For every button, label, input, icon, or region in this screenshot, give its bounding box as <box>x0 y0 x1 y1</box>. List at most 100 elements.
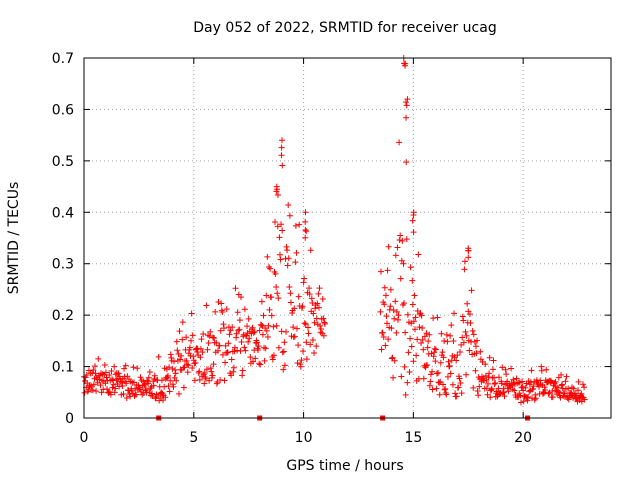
data-point <box>502 366 509 373</box>
data-point <box>424 362 431 369</box>
data-point <box>211 334 218 341</box>
data-point <box>513 375 520 382</box>
data-point <box>230 368 237 375</box>
data-point <box>396 139 403 146</box>
data-point <box>112 385 119 392</box>
data-point <box>552 378 559 385</box>
data-point <box>214 347 221 354</box>
data-point <box>449 381 456 388</box>
data-point <box>98 389 105 396</box>
y-tick-label: 0.2 <box>52 308 74 324</box>
data-point <box>456 375 463 382</box>
data-point <box>415 251 422 258</box>
data-point <box>284 262 291 269</box>
data-point <box>162 394 169 401</box>
data-point <box>255 346 262 353</box>
data-point <box>457 349 464 356</box>
data-point <box>542 387 549 394</box>
data-point <box>303 339 310 346</box>
data-point <box>485 380 492 387</box>
data-point <box>504 378 511 385</box>
data-point <box>310 310 317 317</box>
data-point <box>525 394 532 401</box>
data-point <box>245 315 252 322</box>
data-point <box>440 354 447 361</box>
data-point <box>273 284 280 291</box>
data-point <box>490 357 497 364</box>
x-tick-label: 15 <box>404 430 422 446</box>
data-point <box>285 255 292 262</box>
data-point <box>145 374 152 381</box>
data-point <box>256 327 263 334</box>
data-point <box>477 348 484 355</box>
data-point <box>204 346 211 353</box>
data-point <box>573 395 580 402</box>
data-point <box>425 338 432 345</box>
data-point <box>379 329 386 336</box>
data-point <box>108 376 115 383</box>
y-tick-label: 0.5 <box>52 154 74 170</box>
data-point <box>280 366 287 373</box>
data-point <box>517 392 524 399</box>
data-point <box>510 376 517 383</box>
data-point <box>307 247 314 254</box>
data-point <box>464 300 471 307</box>
data-point <box>436 379 443 386</box>
data-point <box>454 352 461 359</box>
data-point <box>531 396 538 403</box>
data-point <box>207 328 214 335</box>
data-point <box>283 328 290 335</box>
data-point <box>167 351 174 358</box>
data-point <box>484 391 491 398</box>
data-point <box>432 346 439 353</box>
data-point <box>472 367 479 374</box>
data-point <box>291 333 298 340</box>
data-point <box>232 285 239 292</box>
data-point <box>505 388 512 395</box>
data-point <box>225 340 232 347</box>
data-point <box>292 259 299 266</box>
data-point <box>91 363 98 370</box>
data-point <box>483 385 490 392</box>
data-point <box>549 394 556 401</box>
data-point <box>196 376 203 383</box>
data-point <box>433 385 440 392</box>
data-point <box>141 382 148 389</box>
data-point <box>541 390 548 397</box>
data-point <box>307 341 314 348</box>
data-point <box>226 331 233 338</box>
data-point <box>173 338 180 345</box>
data-point <box>295 342 302 349</box>
data-point <box>119 382 126 389</box>
data-point <box>433 370 440 377</box>
data-point <box>453 393 460 400</box>
data-point <box>234 309 241 316</box>
data-point <box>111 363 118 370</box>
data-point <box>274 186 281 193</box>
data-point <box>197 354 204 361</box>
data-point <box>461 266 468 273</box>
data-point <box>476 383 483 390</box>
data-point <box>90 366 97 373</box>
data-point <box>90 381 97 388</box>
data-point <box>558 382 565 389</box>
data-point <box>174 347 181 354</box>
data-point <box>400 260 407 267</box>
data-point <box>387 303 394 310</box>
data-point <box>102 369 109 376</box>
data-point <box>465 247 472 254</box>
data-point <box>394 244 401 251</box>
data-point <box>530 383 537 390</box>
data-point <box>446 363 453 370</box>
data-point <box>440 381 447 388</box>
data-point <box>430 315 437 322</box>
data-point <box>390 374 397 381</box>
data-point <box>319 295 326 302</box>
data-point <box>527 379 534 386</box>
tick-labels: 0 0.1 0.2 0.3 0.4 0.5 0.6 0.7 0 5 10 15 20 <box>52 51 532 446</box>
y-tick-label: 0.3 <box>52 257 74 273</box>
data-point <box>503 371 510 378</box>
data-point <box>556 389 563 396</box>
data-point <box>171 358 178 365</box>
data-point <box>268 312 275 319</box>
